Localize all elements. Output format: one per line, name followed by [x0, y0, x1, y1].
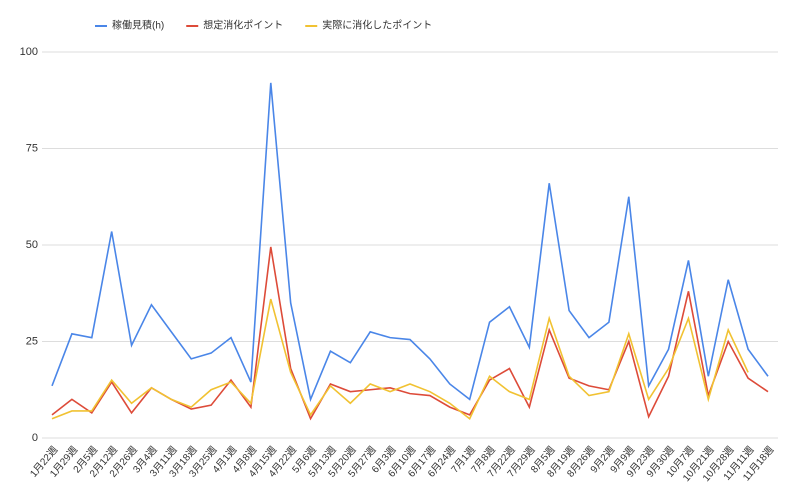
- y-tick-label: 75: [26, 142, 38, 154]
- legend-label: 実際に消化したポイント: [322, 19, 432, 32]
- y-tick-label: 25: [26, 335, 38, 347]
- y-tick-label: 50: [26, 239, 38, 251]
- series-line: [51, 82, 769, 403]
- legend-label: 稼働見積(h): [112, 19, 164, 32]
- y-tick-label: 100: [20, 46, 38, 58]
- series-line: [51, 298, 749, 420]
- y-tick-label: 0: [32, 432, 38, 444]
- legend-label: 想定消化ポイント: [203, 19, 283, 32]
